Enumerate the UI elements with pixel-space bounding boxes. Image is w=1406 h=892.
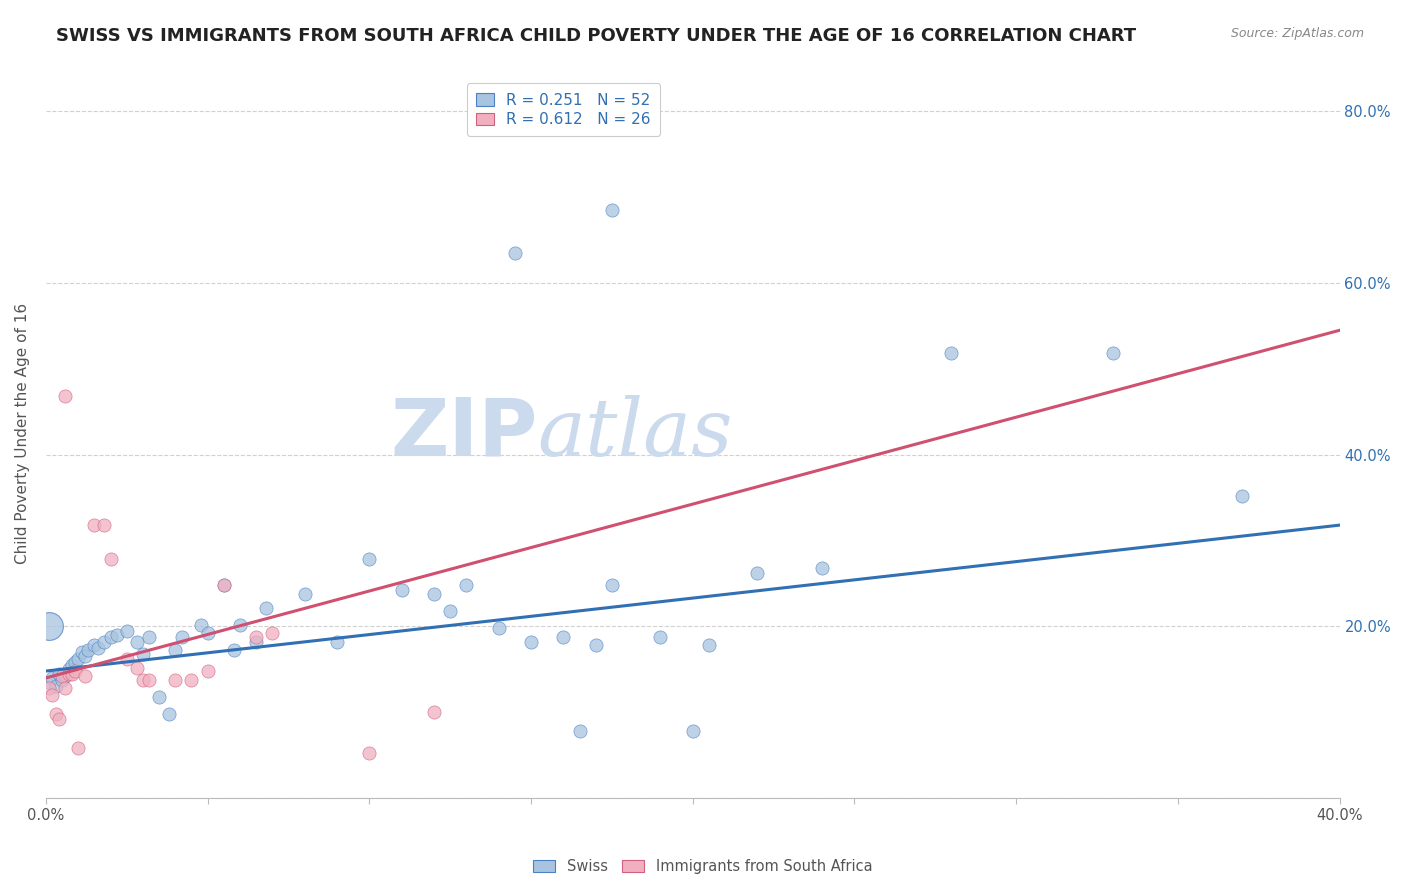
Point xyxy=(520,635,543,649)
Point xyxy=(73,669,96,683)
Point xyxy=(115,652,138,666)
Text: ZIP: ZIP xyxy=(391,394,537,472)
Point xyxy=(67,652,90,666)
Point xyxy=(125,660,148,674)
Point xyxy=(48,666,70,681)
Point xyxy=(132,673,155,687)
Point xyxy=(73,649,96,664)
Point xyxy=(125,635,148,649)
Point xyxy=(190,617,212,632)
Point xyxy=(53,669,76,683)
Point xyxy=(359,747,381,761)
Point xyxy=(423,705,446,719)
Point xyxy=(58,666,80,681)
Point xyxy=(93,518,115,533)
Point xyxy=(682,724,704,739)
Point xyxy=(53,389,76,403)
Text: SWISS VS IMMIGRANTS FROM SOUTH AFRICA CHILD POVERTY UNDER THE AGE OF 16 CORRELAT: SWISS VS IMMIGRANTS FROM SOUTH AFRICA CH… xyxy=(56,27,1136,45)
Point xyxy=(100,630,122,644)
Point xyxy=(86,640,108,655)
Point xyxy=(262,626,284,640)
Point xyxy=(197,664,219,678)
Point xyxy=(600,203,623,218)
Point xyxy=(105,628,128,642)
Point xyxy=(77,643,100,657)
Point xyxy=(488,621,510,635)
Point xyxy=(439,604,461,618)
Point xyxy=(48,712,70,726)
Point xyxy=(245,635,267,649)
Point xyxy=(115,624,138,638)
Point xyxy=(138,630,160,644)
Point xyxy=(456,578,478,592)
Point xyxy=(38,681,60,696)
Point xyxy=(423,587,446,601)
Text: atlas: atlas xyxy=(537,394,733,472)
Point xyxy=(51,673,73,687)
Point xyxy=(229,617,252,632)
Point xyxy=(83,638,105,652)
Point xyxy=(165,673,187,687)
Point xyxy=(212,578,235,592)
Point xyxy=(697,638,720,652)
Point xyxy=(568,724,591,739)
Point xyxy=(60,666,83,681)
Point xyxy=(359,552,381,566)
Point xyxy=(70,645,93,659)
Point xyxy=(63,664,86,678)
Point xyxy=(1232,489,1254,503)
Point xyxy=(58,662,80,676)
Point xyxy=(245,630,267,644)
Point xyxy=(294,587,316,601)
Point xyxy=(83,518,105,533)
Point xyxy=(600,578,623,592)
Point xyxy=(93,635,115,649)
Point xyxy=(67,741,90,756)
Point xyxy=(941,346,963,360)
Point xyxy=(132,647,155,661)
Point xyxy=(53,681,76,696)
Point xyxy=(165,643,187,657)
Point xyxy=(41,688,63,702)
Point xyxy=(503,246,526,260)
Point xyxy=(650,630,672,644)
Point xyxy=(63,656,86,670)
Point xyxy=(212,578,235,592)
Legend: R = 0.251   N = 52, R = 0.612   N = 26: R = 0.251 N = 52, R = 0.612 N = 26 xyxy=(467,84,659,136)
Y-axis label: Child Poverty Under the Age of 16: Child Poverty Under the Age of 16 xyxy=(15,302,30,564)
Point xyxy=(51,669,73,683)
Point xyxy=(747,566,769,581)
Point xyxy=(170,630,193,644)
Point xyxy=(326,635,349,649)
Point xyxy=(391,583,413,598)
Point xyxy=(100,552,122,566)
Point xyxy=(45,680,67,694)
Point xyxy=(222,643,245,657)
Point xyxy=(254,600,277,615)
Legend: Swiss, Immigrants from South Africa: Swiss, Immigrants from South Africa xyxy=(527,854,879,880)
Point xyxy=(45,706,67,721)
Point xyxy=(148,690,170,704)
Point xyxy=(157,706,180,721)
Point xyxy=(41,671,63,685)
Point xyxy=(38,619,60,633)
Point xyxy=(197,626,219,640)
Point xyxy=(180,673,202,687)
Point xyxy=(553,630,575,644)
Point xyxy=(1102,346,1125,360)
Point xyxy=(60,658,83,673)
Text: Source: ZipAtlas.com: Source: ZipAtlas.com xyxy=(1230,27,1364,40)
Point xyxy=(38,675,60,690)
Point xyxy=(138,673,160,687)
Point xyxy=(811,561,834,575)
Point xyxy=(585,638,607,652)
